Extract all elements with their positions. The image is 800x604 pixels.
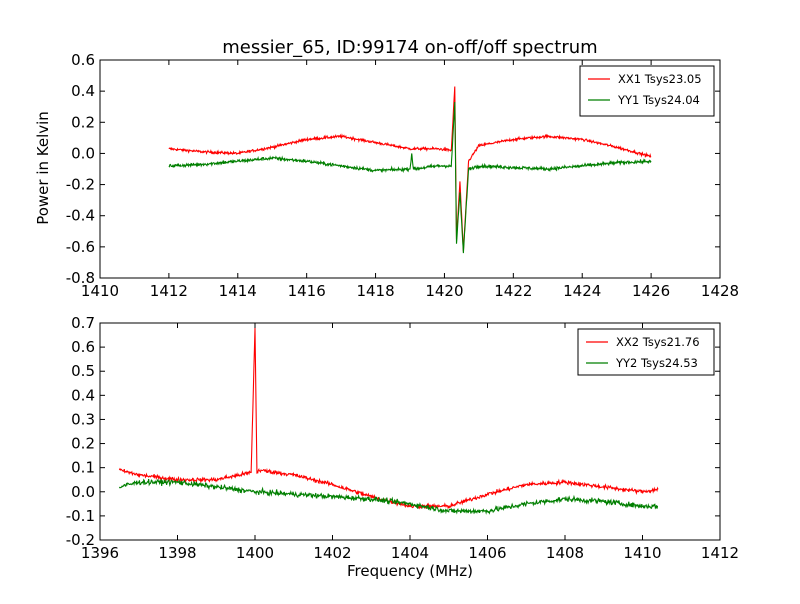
x-tick-label: 1428 [701,282,739,300]
legend-box [579,65,715,117]
y-tick-label: -0.4 [66,207,95,225]
axes-frame [99,59,721,279]
y-tick-label: 0.6 [71,338,95,356]
y-tick-label: -0.8 [66,269,95,287]
x-tick-label: 1402 [313,544,351,562]
x-tick-label: 1416 [288,282,326,300]
figure-title: messier_65, ID:99174 on-off/off spectrum [222,37,597,58]
series-line-yy-panel-1 [168,102,652,254]
x-tick-label: 1404 [391,544,429,562]
x-tick-label: 1408 [546,544,584,562]
y-tick-label: 0.2 [71,113,95,131]
legend: XX2 Tsys21.76 YY2 Tsys24.53 [577,328,715,376]
x-tick-label: 1422 [494,282,532,300]
y-tick-label: 0.0 [71,483,95,501]
y-tick-label: 0.2 [71,435,95,453]
x-tick-label: 1398 [158,544,196,562]
bottom-plot-panel: 1396 1398 1400 1402 1404 1406 1408 1410 1412 -0.2… [66,314,739,562]
x-tick-label: 1412 [150,282,188,300]
x-tick-label: 1420 [425,282,463,300]
x-tick-label: 1414 [219,282,257,300]
legend-label: XX1 Tsys23.05 [618,72,702,86]
top-plot-panel: 1410 1412 1414 1416 1418 1420 1422 1424 1426 1428… [66,51,739,300]
y-tick-label: 0.5 [71,362,95,380]
legend: XX1 Tsys23.05 YY1 Tsys24.04 [579,65,715,117]
y-tick-label: 0.1 [71,459,95,477]
x-tick-label: 1412 [701,544,739,562]
y-tick-label: -0.2 [66,531,95,549]
y-axis-label: Power in Kelvin [34,111,52,225]
y-tick-label: 0.6 [71,51,95,69]
y-tick-label: 0.4 [71,386,95,404]
x-tick-label: 1396 [81,544,119,562]
y-tick-label: 0.3 [71,410,95,428]
y-tick-label: -0.6 [66,238,95,256]
legend-label: YY2 Tsys24.53 [615,356,698,370]
legend-label: XX2 Tsys21.76 [616,335,700,349]
y-tick-label: -0.2 [66,176,95,194]
y-tick-label: -0.1 [66,507,95,525]
plot-area [168,86,652,254]
series-line-yy-panel-2 [118,478,659,515]
series-line-xx-panel-1 [168,86,652,252]
legend-label: YY1 Tsys24.04 [617,93,700,107]
x-axis-label: Frequency (MHz) [347,562,473,580]
y-tick-label: 0.4 [71,82,95,100]
x-tick-label: 1418 [356,282,394,300]
plot-area [118,327,659,515]
x-tick-label: 1400 [236,544,274,562]
y-tick-label: 0.7 [71,314,95,332]
x-tick-label: 1410 [623,544,661,562]
x-tick-label: 1410 [81,282,119,300]
x-tick-label: 1424 [563,282,601,300]
x-tick-label: 1426 [632,282,670,300]
legend-box [577,328,715,376]
x-tick-label: 1406 [468,544,506,562]
y-tick-label: 0.0 [71,144,95,162]
